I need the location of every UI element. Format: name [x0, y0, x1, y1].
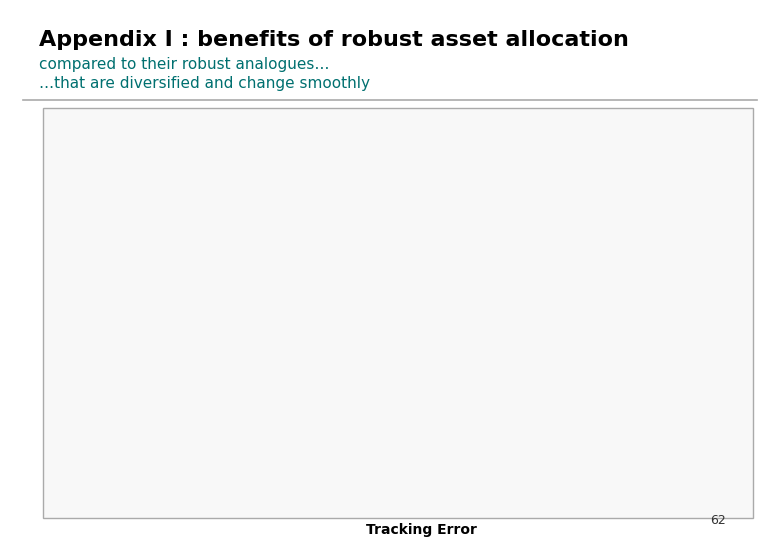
Text: 62: 62 [710, 514, 725, 526]
Text: …that are diversified and change smoothly: …that are diversified and change smoothl… [39, 76, 370, 91]
Title: Bootstrap Pfs with Absolute Weights: Bootstrap Pfs with Absolute Weights [277, 110, 566, 124]
Text: Appendix I : benefits of robust asset allocation: Appendix I : benefits of robust asset al… [39, 30, 629, 50]
X-axis label: Tracking Error: Tracking Error [366, 523, 477, 537]
Text: compared to their robust analogues…: compared to their robust analogues… [39, 57, 329, 72]
